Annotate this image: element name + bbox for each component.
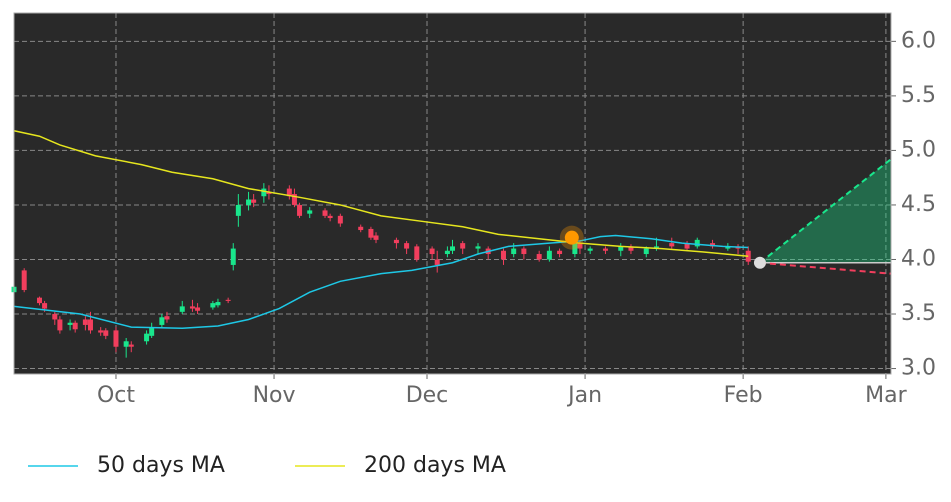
candle-body (557, 250, 563, 255)
candle-body (291, 194, 297, 205)
candle-body (195, 307, 201, 311)
candle-body (669, 243, 675, 247)
y-tick-label: 3.0 (901, 356, 936, 381)
candle-body (694, 239, 700, 247)
candle-body (164, 316, 170, 320)
legend-label: 50 days MA (97, 453, 225, 478)
x-tick-label: Nov (253, 383, 296, 408)
candle-body (521, 248, 527, 255)
y-tick-label: 4.5 (901, 192, 936, 217)
candle-body (82, 319, 88, 325)
candle-body (128, 344, 134, 347)
candle-body (149, 327, 155, 336)
plot-area (14, 13, 891, 374)
legend-label: 200 days MA (364, 453, 506, 478)
forecast-down (759, 261, 892, 275)
candle-body (144, 333, 150, 342)
ma-line (13, 234, 749, 329)
x-tick-label: Dec (406, 383, 449, 408)
candle-body (179, 306, 185, 312)
x-tick-label: Mar (865, 383, 907, 408)
candle-body (123, 341, 129, 347)
candle-body (393, 239, 399, 244)
candle-body (215, 302, 221, 306)
candle-body (511, 248, 517, 255)
forecast-start (753, 256, 766, 269)
candle-body (57, 319, 63, 331)
candle-body (368, 228, 374, 238)
candle-body (710, 243, 716, 247)
x-tick-label: Feb (724, 383, 763, 408)
candle-body (189, 306, 195, 309)
candle-body (246, 199, 252, 205)
y-tick-label: 3.5 (901, 301, 936, 326)
candle-body (225, 299, 231, 301)
candle-body (87, 319, 93, 331)
candle-body (602, 248, 608, 251)
candle-body (42, 303, 48, 309)
y-tick-label: 4.0 (901, 246, 936, 271)
ma-line (13, 130, 749, 257)
candle-body (72, 322, 78, 330)
candle-body (414, 246, 420, 260)
candle-body (444, 250, 450, 255)
candle-body (358, 226, 364, 231)
candle-body (52, 314, 58, 320)
candle-body (286, 188, 292, 197)
x-tick-label: Jan (566, 383, 602, 408)
candle-body (103, 330, 109, 336)
candle-body (261, 188, 267, 197)
candle-body (113, 330, 119, 347)
candle-body (210, 303, 216, 308)
candle-body (475, 246, 481, 249)
candle-body (546, 250, 552, 260)
x-tick-label: Oct (97, 383, 135, 408)
y-tick-label: 6.0 (901, 28, 936, 53)
candle-body (618, 246, 624, 251)
candle-body (230, 248, 236, 265)
candle-body (725, 246, 731, 249)
candle-body (684, 243, 690, 249)
candle-body (536, 254, 542, 260)
candle-body (235, 204, 241, 216)
candle-body (67, 322, 73, 325)
candle-body (266, 191, 272, 195)
candle-body (159, 317, 165, 325)
candle-body (572, 243, 578, 255)
candle-body (337, 215, 343, 224)
candle-body (251, 199, 257, 203)
candle-body (327, 215, 333, 219)
candle-body (643, 248, 649, 255)
candle-body (21, 270, 27, 291)
candle-body (628, 246, 634, 251)
candle-body (322, 210, 328, 216)
marker (564, 230, 579, 245)
forecast-up (759, 158, 892, 264)
candle-body (434, 259, 440, 265)
candle-body (450, 246, 455, 251)
candle-body (653, 246, 659, 249)
y-tick-label: 5.5 (901, 83, 936, 108)
candle-body (404, 243, 410, 249)
candle-body (373, 235, 379, 240)
candle-body (587, 248, 593, 251)
candle-body (307, 210, 313, 214)
candle-body (297, 204, 303, 216)
candle-body (98, 330, 104, 333)
y-tick-label: 5.0 (901, 137, 936, 162)
plot-frame (13, 12, 892, 375)
candle-body (429, 248, 435, 255)
candle-body (500, 250, 506, 260)
candle-body (460, 243, 466, 249)
candle-body (36, 297, 42, 304)
candle-body (577, 243, 583, 249)
